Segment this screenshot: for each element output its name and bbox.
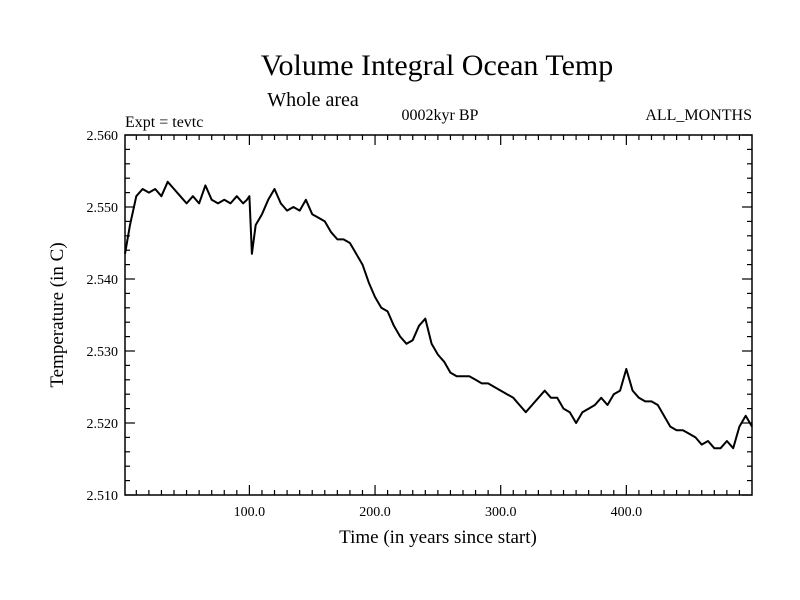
temperature-series-line — [124, 180, 753, 450]
plot-frame — [124, 134, 753, 496]
x-tick-label: 400.0 — [611, 505, 643, 520]
x-tick-label: 100.0 — [234, 505, 266, 520]
y-tick-label: 2.560 — [87, 129, 119, 144]
chart-subtitle: Whole area — [267, 89, 359, 111]
axis-ticks — [125, 134, 752, 496]
y-tick-label: 2.550 — [87, 201, 119, 216]
y-tick-label: 2.540 — [87, 273, 119, 288]
experiment-label: Expt = tevtc — [125, 114, 203, 131]
months-label: ALL_MONTHS — [645, 107, 752, 124]
x-tick-label: 200.0 — [359, 505, 391, 520]
y-tick-label: 2.520 — [87, 417, 119, 432]
y-axis-label: Temperature (in C) — [47, 242, 68, 387]
y-tick-label: 2.510 — [87, 489, 119, 504]
period-label: 0002kyr BP — [402, 107, 479, 124]
y-tick-label: 2.530 — [87, 345, 119, 360]
chart-title: Volume Integral Ocean Temp — [261, 49, 614, 82]
x-tick-label: 300.0 — [485, 505, 517, 520]
x-tick-labels: 100.0 200.0 300.0 400.0 — [234, 505, 642, 520]
x-axis-label: Time (in years since start) — [339, 527, 537, 548]
y-tick-labels: 2.510 2.520 2.530 2.540 2.550 2.560 — [87, 129, 119, 504]
